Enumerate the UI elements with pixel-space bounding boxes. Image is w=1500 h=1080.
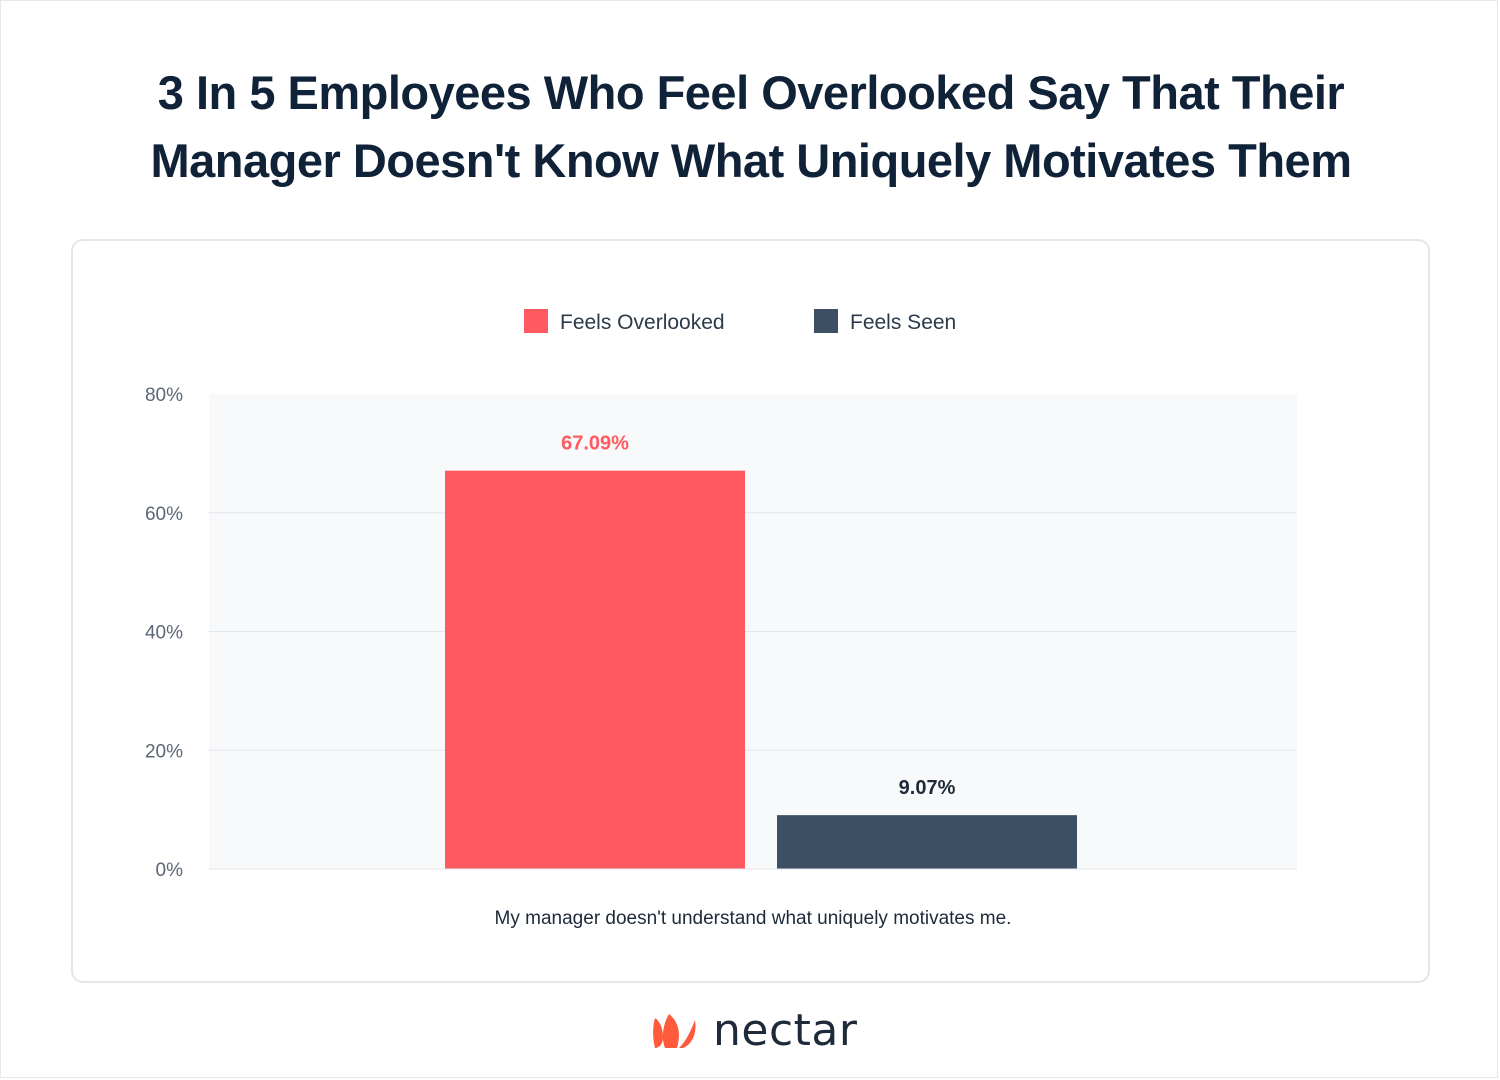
bar-chart: 0% 20% 40% 60% 80% Feels Overlooked Feels Seen… xyxy=(145,309,1297,929)
y-tick-label: 60% xyxy=(145,504,183,525)
chart-card: 0% 20% 40% 60% 80% Feels Overlooked Feels Seen… xyxy=(71,239,1430,983)
legend-swatch xyxy=(524,309,548,333)
legend-swatch xyxy=(814,309,838,333)
brand-name: nectar xyxy=(713,1004,858,1056)
y-tick-label: 80% xyxy=(145,385,183,406)
title-line-2: Manager Doesn't Know What Uniquely Motiv… xyxy=(150,134,1352,187)
title-line-1: 3 In 5 Employees Who Feel Overlooked Say… xyxy=(157,66,1345,119)
bar xyxy=(445,470,745,869)
bar xyxy=(777,815,1077,869)
page-title: 3 In 5 Employees Who Feel Overlooked Say… xyxy=(1,59,1500,195)
y-tick-label: 20% xyxy=(145,741,183,762)
data-label: 67.09% xyxy=(561,433,629,455)
nectar-flame-logo-icon xyxy=(653,1014,696,1048)
y-tick-label: 0% xyxy=(156,860,184,881)
legend-label: Feels Seen xyxy=(850,311,956,334)
legend-label: Feels Overlooked xyxy=(560,311,725,334)
brand-logo: nectar xyxy=(651,1004,858,1056)
x-category-label: My manager doesn't understand what uniqu… xyxy=(495,908,1012,929)
y-tick-label: 40% xyxy=(145,623,183,644)
data-label: 9.07% xyxy=(899,777,956,799)
